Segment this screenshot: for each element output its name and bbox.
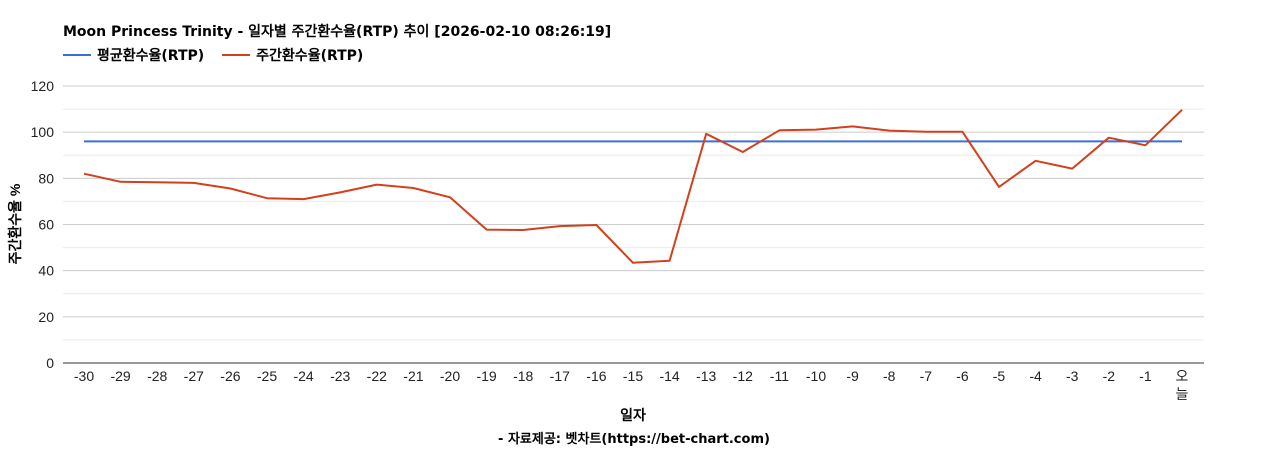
- x-tick-label: -27: [184, 368, 204, 384]
- x-tick-label: -23: [330, 368, 350, 384]
- x-tick-label: -9: [846, 368, 859, 384]
- x-tick-labels: -30 -29 -28 -27 -26 -25 -24 -23 -22 -21 -20 -19 -18 -…: [74, 368, 1189, 402]
- y-tick-label: 60: [38, 217, 54, 233]
- x-tick-label: -19: [476, 368, 496, 384]
- y-tick-labels: 0 20 40 60 80 100 120: [31, 78, 55, 371]
- x-tick-label: -24: [293, 368, 313, 384]
- legend: 평균환수율(RTP) 주간환수율(RTP): [63, 45, 381, 65]
- y-tick-label: 20: [38, 309, 54, 325]
- x-tick-label: -11: [770, 368, 789, 384]
- legend-item-weekly-rtp[interactable]: 주간환수율(RTP): [222, 45, 363, 65]
- x-tick-label: -8: [883, 368, 896, 384]
- legend-swatch-weekly: [222, 54, 251, 56]
- x-tick-label: -6: [956, 368, 969, 384]
- x-tick-label: -3: [1066, 368, 1079, 384]
- x-tick-label: -13: [696, 368, 716, 384]
- x-tick-label: -21: [403, 368, 423, 384]
- x-tick-label: -12: [733, 368, 753, 384]
- x-tick-label: -25: [257, 368, 277, 384]
- legend-swatch-average: [63, 54, 91, 56]
- x-tick-label: -22: [367, 368, 387, 384]
- legend-label-weekly: 주간환수율(RTP): [256, 48, 364, 64]
- x-tick-label: -29: [110, 368, 130, 384]
- x-tick-label: -17: [550, 368, 570, 384]
- x-tick-label: -28: [147, 368, 167, 384]
- series-line-weekly-rtp[interactable]: [83, 109, 1183, 264]
- x-tick-label: -4: [1029, 368, 1042, 384]
- y-axis-label: 주간환수율 %: [7, 183, 23, 264]
- x-tick-label: -15: [623, 368, 643, 384]
- x-tick-label: -10: [806, 368, 826, 384]
- x-axis-label: 일자: [620, 407, 646, 423]
- legend-label-average: 평균환수율(RTP): [97, 48, 205, 64]
- series-lines: [83, 109, 1183, 264]
- legend-item-average-rtp[interactable]: 평균환수율(RTP): [63, 45, 204, 65]
- gridlines: [63, 85, 1204, 341]
- x-tick-label: -5: [993, 368, 1006, 384]
- y-tick-label: 40: [38, 263, 54, 279]
- y-tick-label: 80: [38, 170, 54, 186]
- y-tick-label: 100: [31, 124, 55, 140]
- x-tick-label: -2: [1103, 368, 1116, 384]
- x-tick-label: -14: [659, 368, 679, 384]
- x-tick-label: -20: [440, 368, 460, 384]
- y-tick-label: 0: [46, 355, 54, 371]
- y-tick-label: 120: [31, 78, 55, 94]
- data-source-credit: - 자료제공: 벳차트(https://bet-chart.com): [498, 432, 770, 447]
- x-tick-label: -30: [74, 368, 94, 384]
- x-tick-label: -1: [1139, 368, 1152, 384]
- chart-title: Moon Princess Trinity - 일자별 주간환수율(RTP) 추…: [63, 24, 612, 40]
- x-tick-label: -16: [586, 368, 606, 384]
- x-tick-label: -26: [220, 368, 240, 384]
- x-tick-label: -7: [920, 368, 933, 384]
- x-tick-label: -18: [513, 368, 533, 384]
